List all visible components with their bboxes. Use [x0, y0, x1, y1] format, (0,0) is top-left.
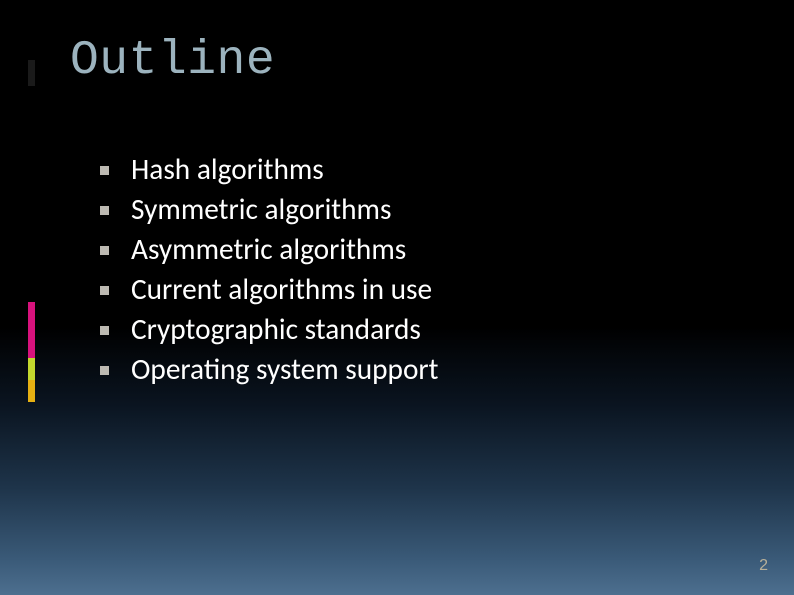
slide-title: Outline: [70, 34, 275, 88]
bullet-icon: [100, 366, 109, 375]
page-number: 2: [759, 557, 768, 575]
list-item: Current algorithms in use: [100, 270, 438, 308]
accent-bar: [28, 358, 35, 380]
list-item-text: Asymmetric algorithms: [131, 230, 406, 268]
list-item: Cryptographic standards: [100, 310, 438, 348]
list-item: Asymmetric algorithms: [100, 230, 438, 268]
list-item: Hash algorithms: [100, 150, 438, 188]
list-item-text: Operating system support: [131, 350, 438, 388]
bullet-icon: [100, 286, 109, 295]
slide: Outline Hash algorithms Symmetric algori…: [0, 0, 794, 595]
bullet-icon: [100, 206, 109, 215]
list-item: Operating system support: [100, 350, 438, 388]
list-item-text: Current algorithms in use: [131, 270, 432, 308]
list-item-text: Hash algorithms: [131, 150, 324, 188]
accent-bar: [28, 302, 35, 358]
bullet-icon: [100, 166, 109, 175]
accent-bar: [28, 60, 35, 86]
list-item: Symmetric algorithms: [100, 190, 438, 228]
list-item-text: Cryptographic standards: [131, 310, 421, 348]
list-item-text: Symmetric algorithms: [131, 190, 391, 228]
accent-bar: [28, 380, 35, 402]
bullet-icon: [100, 326, 109, 335]
bullet-list: Hash algorithms Symmetric algorithms Asy…: [100, 150, 438, 390]
bullet-icon: [100, 246, 109, 255]
